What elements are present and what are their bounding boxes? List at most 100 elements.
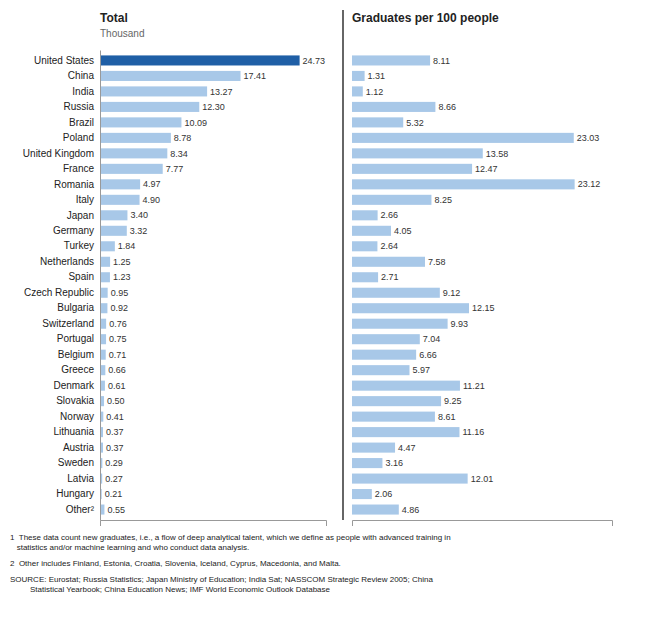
data-label: 10.09 [184,118,207,128]
data-label: 7.77 [166,164,184,174]
tick: Switzerland [42,318,94,329]
bar [100,241,115,251]
axis-line [353,521,613,527]
tick: France [63,163,95,174]
data-label: 23.03 [577,133,600,143]
data-label: 1.12 [366,87,384,97]
data-label: 0.95 [111,288,129,298]
data-label: 0.76 [109,319,127,329]
bar [100,86,207,96]
data-label: 6.66 [419,350,437,360]
bar [352,365,409,375]
bars [100,55,300,514]
footnote: 2 Other includes Finland, Estonia, Croat… [10,559,341,568]
data-label: 0.41 [106,412,124,422]
bar [100,164,163,174]
category-label: Latvia [67,473,94,484]
data-label: 8.11 [433,56,450,66]
bar [100,133,171,143]
data-label: 8.25 [434,195,452,205]
tick: Greece [61,364,94,375]
data-label: 2.06 [375,489,393,499]
data-label: 1.84 [118,241,136,251]
tick: Other² [66,504,95,515]
category-label: Poland [63,132,94,143]
footnote-line: statistics and/or machine learning and w… [10,543,249,552]
bar [352,179,575,189]
bar [352,489,372,499]
category-label: Hungary [56,488,94,499]
bar [100,303,107,313]
bar [100,210,127,220]
category-label: Norway [60,411,94,422]
bar [100,117,181,127]
panel: Graduates per 100 people8.111.311.128.66… [352,11,613,526]
data-label: 0.27 [105,474,123,484]
bar [352,427,459,437]
tick: Latvia [67,473,94,484]
data-label: 0.92 [110,303,128,313]
category-label: Bulgaria [57,302,94,313]
bar [352,303,469,313]
footnote-line: 1 These data count new graduates, i.e., … [10,533,451,542]
data-label: 2.71 [381,272,399,282]
tick: Slovakia [56,395,94,406]
category-label: Romania [54,179,94,190]
bar [352,117,403,127]
panel-title: Total [100,11,128,25]
bar [352,350,416,360]
bar [352,195,431,205]
bar [352,71,365,81]
data-labels: 24.7317.4113.2712.3010.098.788.347.774.9… [105,56,325,515]
data-label: 17.41 [244,71,267,81]
bar [352,412,435,422]
bar [100,226,127,236]
y-axis: United StatesChinaIndiaRussiaBrazilPolan… [23,51,101,521]
bar [352,133,574,143]
bar [352,241,377,251]
data-label: 0.37 [106,427,124,437]
category-label: India [72,86,94,97]
x-axis [101,521,327,527]
data-label: 0.66 [108,365,126,375]
bar [352,288,440,298]
data-label: 3.16 [385,458,403,468]
bar [100,55,300,65]
bar [352,148,483,158]
data-label: 4.47 [398,443,416,453]
data-label: 2.64 [380,241,398,251]
bar [352,257,425,267]
bar [352,458,382,468]
panel-title: Graduates per 100 people [352,11,499,25]
divider [342,10,344,520]
tick: Belgium [58,349,94,360]
category-label: Lithuania [53,426,94,437]
axis-line [101,521,327,527]
bar [100,148,167,158]
data-label: 4.86 [402,505,420,515]
tick: Portugal [57,333,94,344]
data-label: 12.15 [472,303,495,313]
data-label: 7.58 [428,257,446,267]
data-label: 1.31 [368,71,386,81]
category-label: Other² [66,504,95,515]
data-label: 2.66 [381,210,399,220]
bar [352,474,468,484]
data-label: 12.47 [475,164,498,174]
category-label: Austria [63,442,95,453]
data-label: 13.58 [486,149,509,159]
data-label: 9.93 [451,319,469,329]
footnotes: 1 These data count new graduates, i.e., … [10,533,451,594]
category-label: Spain [68,271,94,282]
bar [100,179,140,189]
tick: United States [34,55,94,66]
tick: Austria [63,442,95,453]
axis-line [100,51,101,521]
data-label: 0.61 [108,381,126,391]
data-label: 4.97 [143,179,161,189]
footnote: SOURCE: Eurostat; Russia Statistics; Jap… [10,575,433,594]
category-label: Czech Republic [24,287,94,298]
data-label: 0.37 [106,443,124,453]
data-label: 1.23 [113,272,131,282]
data-label: 0.75 [109,334,127,344]
